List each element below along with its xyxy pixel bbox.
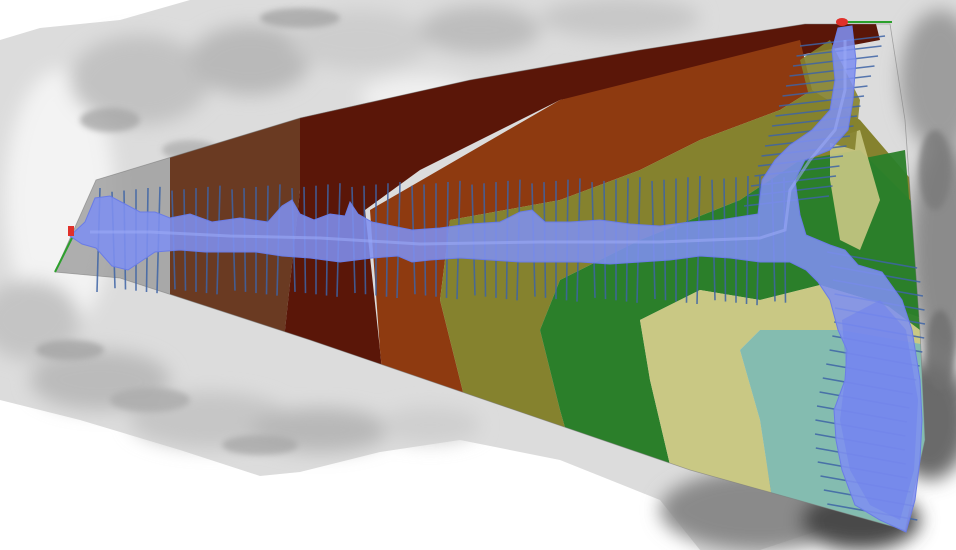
flood-extent	[69, 25, 923, 533]
downstream-marker[interactable]	[54, 226, 74, 273]
cross-section-line	[785, 75, 872, 87]
flood-extent-main-channel	[69, 25, 923, 533]
band-khaki-ne	[830, 130, 880, 250]
flood-extent-channel-core	[90, 40, 847, 246]
upstream-marker[interactable]	[836, 18, 892, 26]
cross-section-line	[789, 65, 875, 77]
flood-extent-south-pool	[840, 300, 918, 520]
band-rust	[370, 40, 812, 530]
corridor-outline	[54, 23, 926, 531]
band-dark-red	[280, 24, 880, 530]
